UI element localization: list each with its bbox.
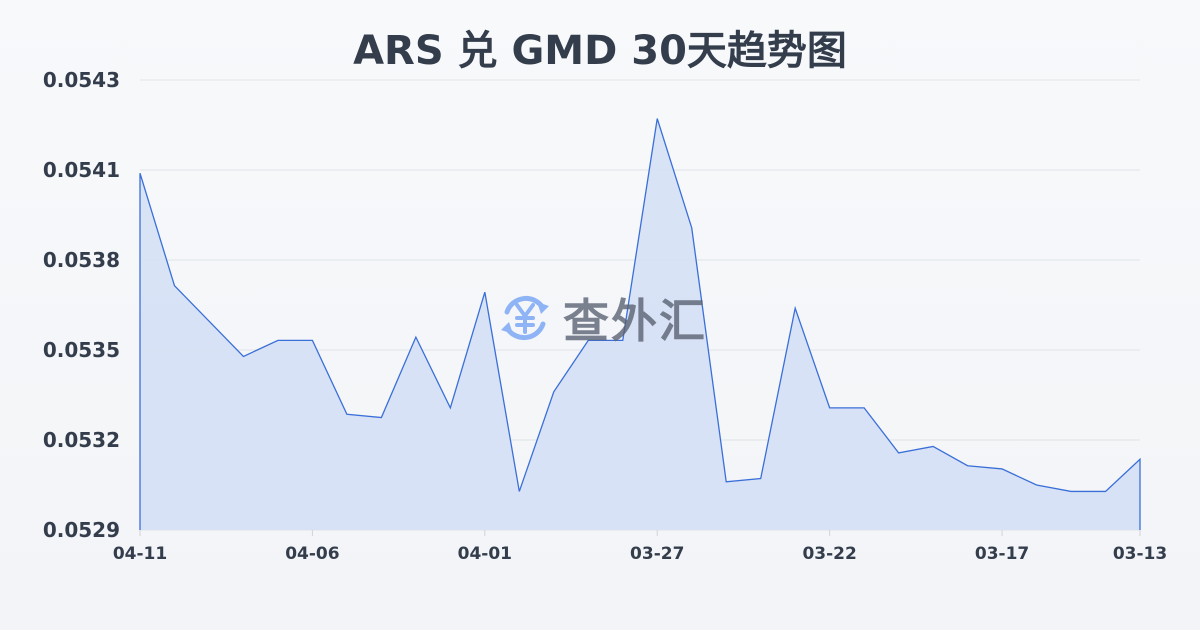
- x-tick-label: 04-06: [285, 544, 339, 564]
- y-tick-label: 0.0541: [43, 158, 120, 182]
- y-tick-label: 0.0543: [43, 68, 120, 92]
- x-tick-label: 04-01: [458, 544, 512, 564]
- y-tick-label: 0.0532: [43, 428, 120, 452]
- y-tick-label: 0.0535: [43, 338, 120, 362]
- x-tick-label: 03-27: [630, 544, 684, 564]
- chart-title: ARS 兑 GMD 30天趋势图: [353, 28, 847, 74]
- x-tick-label: 03-22: [802, 544, 856, 564]
- yen-exchange-icon: [501, 295, 549, 341]
- watermark: 查外汇: [497, 285, 707, 351]
- watermark-text: 查外汇: [563, 294, 707, 348]
- series-line: [139, 118, 1141, 530]
- x-tick-label: 03-13: [1113, 544, 1167, 564]
- x-tick-label: 03-17: [975, 544, 1029, 564]
- area-fill: [140, 118, 1140, 531]
- y-tick-label: 0.0538: [43, 248, 120, 272]
- x-tick-label: 04-11: [113, 544, 167, 564]
- y-tick-label: 0.0529: [43, 518, 120, 542]
